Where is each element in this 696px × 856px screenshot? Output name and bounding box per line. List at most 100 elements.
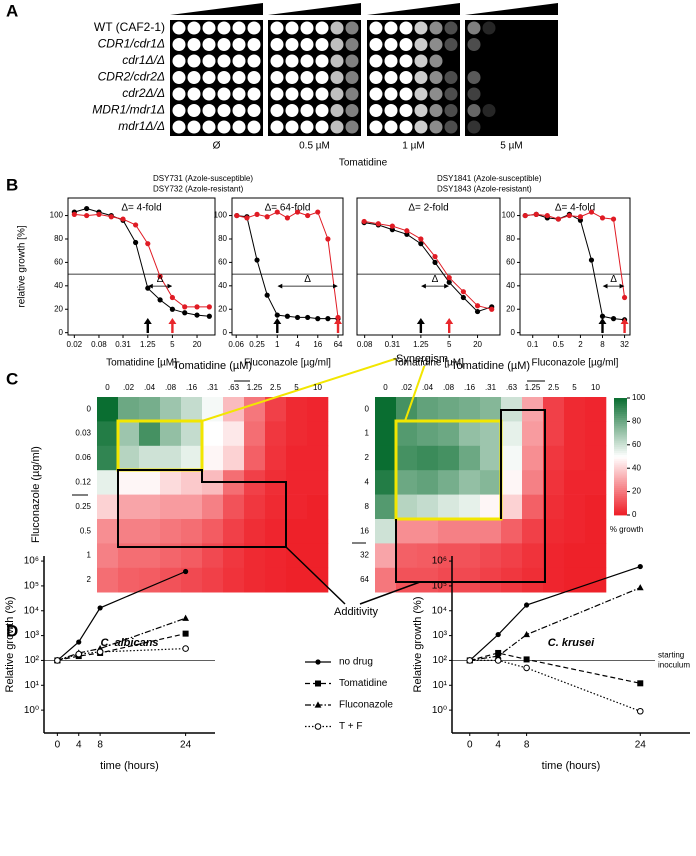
legend-entry: DSY732 (Azole-resistant) — [153, 185, 244, 194]
heatmap-cell — [438, 470, 460, 495]
spot — [232, 120, 246, 134]
threshold-arrow — [334, 318, 343, 333]
marker — [315, 209, 321, 215]
row-label: 4 — [365, 478, 370, 487]
heatmap-cell — [139, 543, 161, 569]
heatmap-cell — [244, 543, 266, 569]
spot — [444, 87, 458, 101]
heatmap-cell — [97, 470, 119, 495]
colorbar-step — [614, 474, 627, 477]
colorbar-step — [614, 468, 627, 471]
colorbar-step — [614, 452, 627, 455]
heatmap-cell — [97, 567, 119, 593]
column-label: 5 — [294, 383, 299, 392]
heatmap-cell — [139, 519, 161, 544]
heatmap-cell — [480, 543, 502, 569]
spot — [444, 38, 458, 51]
marker — [544, 212, 550, 219]
marker — [523, 630, 530, 638]
spot — [369, 71, 383, 84]
additivity-box — [395, 409, 546, 583]
x-tick-label: 0.31 — [385, 340, 401, 349]
row-label: 0.25 — [75, 502, 91, 511]
y-tick-label: 60 — [506, 258, 515, 267]
row-label: 1 — [365, 429, 370, 438]
heatmap-cell — [543, 567, 565, 593]
heatmap-cell — [564, 397, 586, 422]
threshold-arrow — [273, 318, 282, 333]
y-tick-label: 10² — [25, 655, 40, 666]
plot-frame — [67, 197, 216, 336]
marker — [315, 659, 321, 665]
marker — [325, 236, 331, 242]
colorbar-step — [614, 421, 627, 424]
column-label: .31 — [485, 383, 497, 392]
colorbar-step — [614, 456, 627, 459]
spot — [202, 71, 216, 84]
heatmap-cell — [459, 397, 481, 422]
spot — [429, 120, 443, 134]
colorbar-step — [614, 507, 627, 510]
marker — [610, 316, 617, 322]
marker — [133, 222, 139, 228]
condition-label: Ø — [213, 141, 221, 152]
spot — [202, 21, 216, 35]
x-tick-label: 0.08 — [357, 340, 373, 349]
spot — [429, 21, 443, 35]
spot — [429, 104, 443, 117]
marker — [610, 216, 617, 222]
spot-assay: Ø 0.5 µM 1 µM 5 µM — [170, 3, 558, 152]
y-tick-label: 10⁰ — [432, 705, 447, 716]
column-label: .31 — [207, 383, 219, 392]
marker — [523, 656, 530, 663]
heatmap-cell — [223, 519, 245, 544]
y-tick-label: 10³ — [433, 630, 448, 641]
threshold-arrow — [620, 318, 629, 333]
heatmap-cell — [501, 494, 523, 520]
x-tick-label: 24 — [180, 740, 192, 751]
spot — [315, 87, 329, 101]
heatmap-cell — [244, 519, 266, 544]
delta-label: Δ — [610, 274, 617, 285]
marker — [133, 239, 139, 246]
heatmap-cell — [459, 519, 481, 544]
heatmap-cell — [244, 494, 266, 520]
marker — [254, 211, 260, 217]
spot — [300, 120, 314, 134]
heatmap-cell — [396, 567, 418, 593]
y-tick-label: 10⁶ — [432, 556, 447, 567]
spot — [330, 87, 344, 101]
heatmap-cell — [160, 543, 182, 569]
heatmap-cell — [396, 494, 418, 520]
column-label: .16 — [464, 383, 476, 392]
marker — [169, 294, 176, 301]
colorbar-step — [614, 405, 627, 409]
marker — [555, 216, 561, 222]
x-tick-label: 64 — [334, 340, 343, 349]
heatmap-cell — [543, 421, 565, 447]
spot — [315, 21, 329, 35]
spot — [285, 87, 299, 101]
spot — [330, 104, 344, 117]
heatmap-cell — [265, 445, 287, 471]
y-tick-label: 10³ — [25, 630, 40, 641]
heatmap-cell — [265, 494, 287, 520]
colorbar-step — [614, 423, 627, 426]
spot — [345, 87, 359, 101]
spot — [399, 71, 413, 84]
heatmap-cell — [543, 397, 565, 422]
marker — [97, 605, 103, 611]
spot — [232, 38, 246, 51]
marker — [460, 294, 466, 301]
heatmap-cell — [417, 421, 439, 447]
colorbar-step — [614, 485, 627, 489]
heatmap-cell — [160, 519, 182, 544]
spot — [414, 104, 428, 117]
heatmap-cell — [522, 445, 544, 471]
marker — [244, 215, 250, 221]
heatmap-cell — [564, 470, 586, 495]
spot — [384, 71, 398, 84]
row-label: 0.03 — [75, 429, 91, 438]
row-label: 2 — [87, 575, 92, 584]
spot — [384, 120, 398, 134]
